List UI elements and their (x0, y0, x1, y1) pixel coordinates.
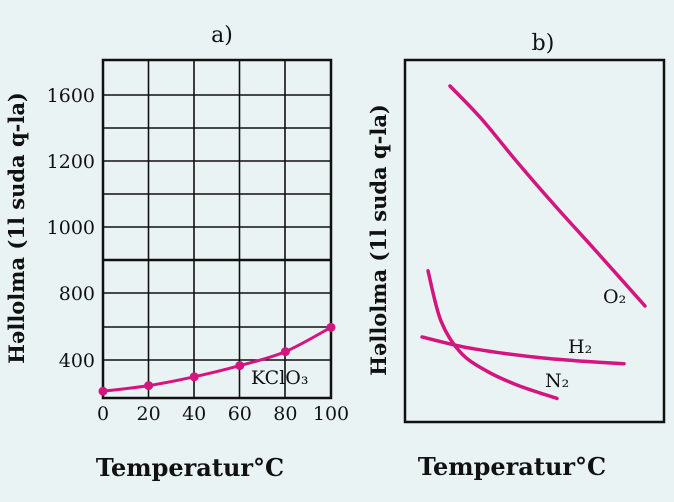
panel-a-grid (103, 60, 331, 398)
n2-label: N₂ (545, 370, 569, 392)
panel-a-x-tick-label: 100 (313, 403, 349, 425)
o2-label: O₂ (603, 286, 626, 308)
panel-a-series (98, 322, 336, 396)
kclo3-label: KClO₃ (251, 367, 309, 389)
kclo3-point (98, 386, 108, 396)
n2-curve (426, 269, 559, 401)
panel-b-y-axis-title: Həllolma (1l suda q-la) (366, 104, 391, 376)
panel-a-x-tick-label: 80 (273, 403, 297, 425)
panel-a-y-tick-label: 1200 (47, 151, 95, 173)
panel-a-y-tick-label: 400 (59, 350, 95, 372)
panel-a-y-tick-label: 800 (59, 283, 95, 305)
h2-label: H₂ (568, 336, 592, 358)
kclo3-point (326, 322, 336, 332)
panel-a-x-tick-label: 60 (228, 403, 252, 425)
panel-a-y-tick-label: 1600 (47, 85, 95, 107)
panel-b-chart: b) Həllolma (1l suda q-la) Temperatur°C … (366, 31, 666, 481)
panel-b-frame (403, 58, 666, 424)
panel-b-series (420, 84, 647, 401)
panel-a-x-tick-label: 20 (137, 403, 161, 425)
panel-a-y-ticks: 400 800 1000 1200 1600 (47, 85, 95, 372)
panel-a-y-axis-title: Həllolma (1l suda q-la) (4, 92, 29, 364)
panel-a-x-ticks: 0 20 40 60 80 100 (97, 403, 349, 425)
h2-curve (420, 335, 626, 366)
kclo3-point (189, 372, 199, 382)
panel-b-label: b) (532, 31, 555, 56)
panel-a-chart: a) 400 800 1000 1200 1600 0 20 40 60 80 100 Həllo… (4, 23, 349, 482)
panel-a-x-axis-title: Temperatur°C (96, 453, 284, 482)
kclo3-point (280, 347, 290, 357)
panel-a-y-tick-label: 1000 (47, 217, 95, 239)
panel-a-x-tick-label: 0 (97, 403, 109, 425)
kclo3-point (144, 381, 154, 391)
panel-a-label: a) (211, 23, 233, 48)
kclo3-point (235, 361, 245, 371)
panel-a-x-tick-label: 40 (182, 403, 206, 425)
panel-b-x-axis-title: Temperatur°C (418, 452, 606, 481)
o2-curve (448, 84, 647, 308)
panel-a-frame (101, 58, 333, 400)
